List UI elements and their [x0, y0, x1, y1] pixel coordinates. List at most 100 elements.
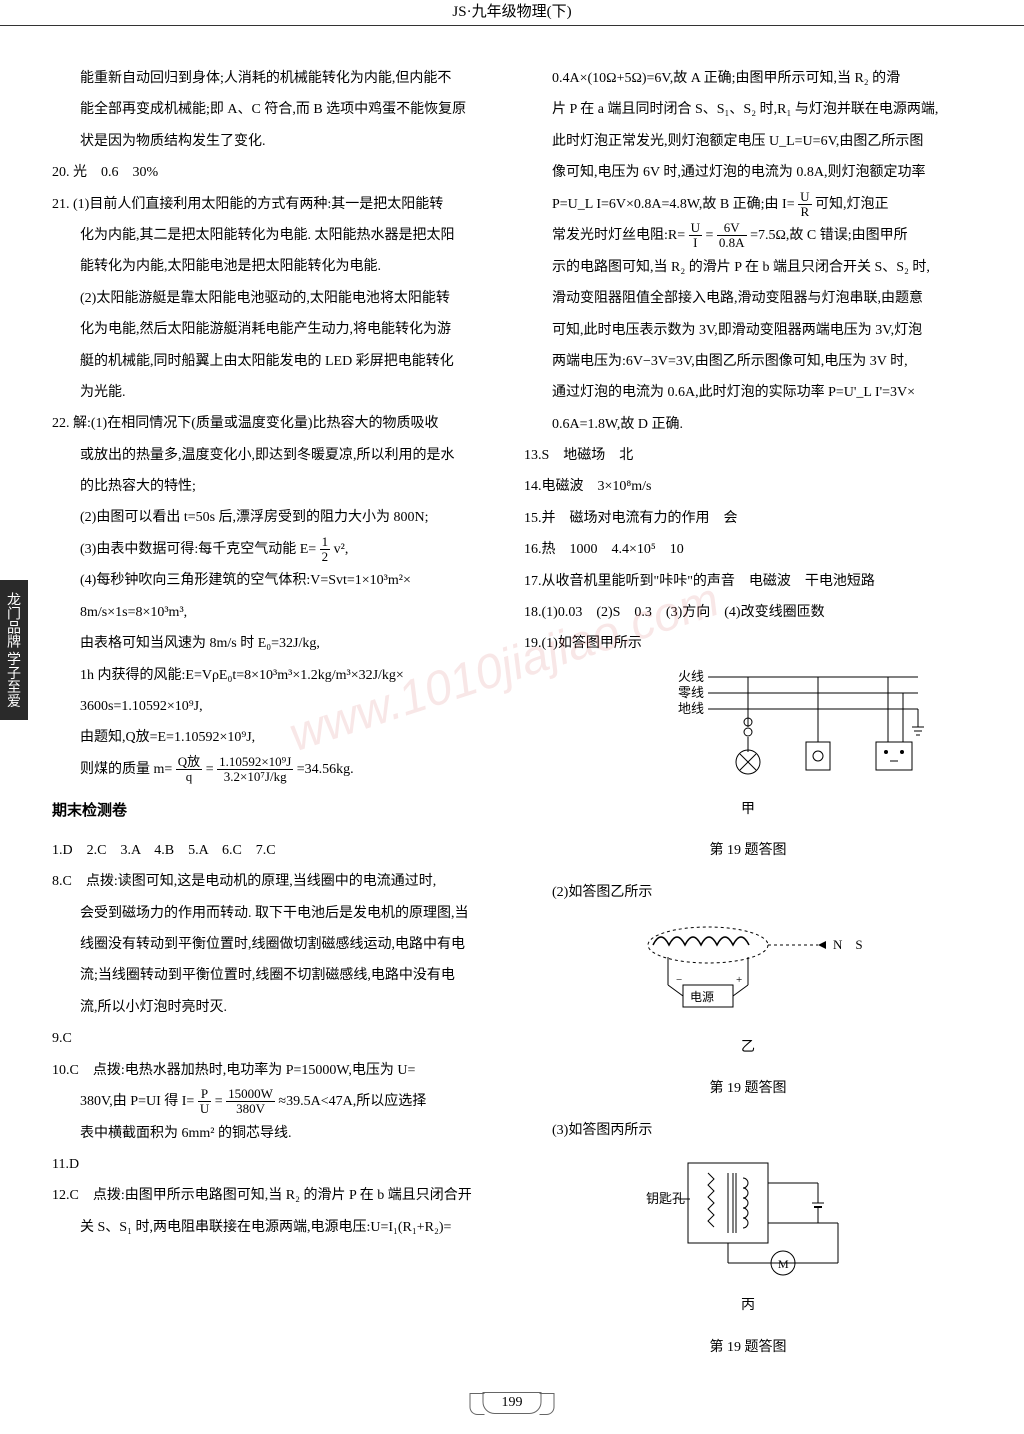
text-line: 片 P 在 a 端且同时闭合 S、S₁、S₂ 时,R₁ 与灯泡并联在电源两端, — [524, 95, 972, 124]
fig-label-jia: 甲 — [524, 795, 972, 824]
answer-17: 17.从收音机里能听到"咔咔"的声音 电磁波 干电池短路 — [524, 567, 972, 596]
text-run: ≈39.5A<47A,所以应选择 — [278, 1094, 426, 1109]
fig-caption-2: 第 19 题答图 — [524, 1074, 972, 1103]
figure-19-jia: 火线 零线 地线 — [568, 667, 928, 787]
text-line: 线圈没有转动到平衡位置时,线圈做切割磁感线运动,电路中有电 — [52, 930, 500, 959]
text-line: 像可知,电压为 6V 时,通过灯泡的电流为 0.8A,则灯泡额定功率 — [524, 158, 972, 187]
text-line: 380V,由 P=UI 得 I= PU = 15000W380V ≈39.5A<… — [52, 1087, 500, 1117]
fig-label-yi: 乙 — [524, 1033, 972, 1062]
right-column: 0.4A×(10Ω+5Ω)=6V,故 A 正确;由图甲所示可知,当 R₂ 的滑 … — [512, 64, 984, 1374]
label-fire: 火线 — [678, 669, 704, 684]
answer-22-4: (4)每秒钟吹向三角形建筑的空气体积:V=Svt=1×10³m²× — [52, 566, 500, 595]
figure-19-bing: 钥匙孔 M — [598, 1153, 898, 1283]
frac-num: 15000W — [226, 1087, 275, 1102]
text-line: 为光能. — [52, 378, 500, 407]
label-power: 电源 — [690, 990, 714, 1004]
text-line: 化为电能,然后太阳能游艇消耗电能产生动力,将电能转化为游 — [52, 315, 500, 344]
text-line: 通过灯泡的电流为 0.6A,此时灯泡的实际功率 P=U'_L I'=3V× — [524, 378, 972, 407]
text-run: P=U_L I=6V×0.8A=4.8W,故 B 正确;由 I= — [552, 197, 795, 212]
label-ns: N S — [833, 937, 863, 952]
answer-22-2: (2)由图可以看出 t=50s 后,漂浮房受到的阻力大小为 800N; — [52, 503, 500, 532]
label-zero: 零线 — [678, 685, 704, 700]
answer-21-1: 21. (1)目前人们直接利用太阳能的方式有两种:其一是把太阳能转 — [52, 190, 500, 219]
text-line: 则煤的质量 m= Q放q = 1.10592×10⁹J3.2×10⁷J/kg =… — [52, 755, 500, 785]
frac-den: U — [198, 1102, 211, 1116]
frac-den: 3.2×10⁷J/kg — [217, 770, 293, 784]
fig-caption-3: 第 19 题答图 — [524, 1333, 972, 1362]
fraction: 15000W380V — [226, 1087, 275, 1117]
fraction: 6V0.8A — [717, 221, 747, 251]
plus-sign: + — [736, 974, 742, 986]
label-ground: 地线 — [678, 701, 704, 716]
text-run: 380V,由 P=UI 得 I= — [80, 1094, 194, 1109]
answer-21-2: (2)太阳能游艇是靠太阳能电池驱动的,太阳能电池将太阳能转 — [52, 284, 500, 313]
frac-num: Q放 — [176, 755, 202, 770]
frac-den: 2 — [320, 550, 331, 564]
text-line: 表中横截面积为 6mm² 的铜芯导线. — [52, 1119, 500, 1148]
frac-num: 1.10592×10⁹J — [217, 755, 293, 770]
text-run: =7.5Ω,故 C 错误;由图甲所 — [750, 228, 908, 243]
text-run: (3)由表中数据可得:每千克空气动能 E= — [80, 542, 316, 557]
answer-8: 8.C 点拨:读图可知,这是电动机的原理,当线圈中的电流通过时, — [52, 867, 500, 896]
frac-den: 0.8A — [717, 236, 747, 250]
side-tab: 龙门品牌 学子至爱 — [0, 580, 28, 720]
fig-caption-1: 第 19 题答图 — [524, 836, 972, 865]
answer-11: 11.D — [52, 1150, 500, 1179]
text-line: 或放出的热量多,温度变化小,即达到冬暖夏凉,所以利用的是水 — [52, 441, 500, 470]
text-line: 两端电压为:6V−3V=3V,由图乙所示图像可知,电压为 3V 时, — [524, 347, 972, 376]
answer-9: 9.C — [52, 1024, 500, 1053]
answer-20: 20. 光 0.6 30% — [52, 158, 500, 187]
frac-den: R — [798, 205, 811, 219]
text-line: 能全部再变成机械能;即 A、C 符合,而 B 选项中鸡蛋不能恢复原 — [52, 95, 500, 124]
answer-19-1: 19.(1)如答图甲所示 — [524, 629, 972, 658]
answer-10: 10.C 点拨:电热水器加热时,电功率为 P=15000W,电压为 U= — [52, 1056, 500, 1085]
text-run: 则煤的质量 m= — [80, 762, 172, 777]
text-line: 由表格可知当风速为 8m/s 时 E₀=32J/kg, — [52, 629, 500, 658]
frac-num: P — [198, 1087, 211, 1102]
fig-label-bing: 丙 — [524, 1291, 972, 1320]
text-line: 艇的机械能,同时船翼上由太阳能发电的 LED 彩屏把电能转化 — [52, 347, 500, 376]
text-line: 流,所以小灯泡时亮时灭. — [52, 993, 500, 1022]
page-header: JS·九年级物理(下) — [0, 0, 1024, 26]
text-line: 的比热容大的特性; — [52, 472, 500, 501]
page-number: 199 — [483, 1392, 542, 1414]
answer-18: 18.(1)0.03 (2)S 0.3 (3)方向 (4)改变线圈匝数 — [524, 598, 972, 627]
text-line: 会受到磁场力的作用而转动. 取下干电池后是发电机的原理图,当 — [52, 899, 500, 928]
fraction: PU — [198, 1087, 211, 1117]
answer-12: 12.C 点拨:由图甲所示电路图可知,当 R₂ 的滑片 P 在 b 端且只闭合开 — [52, 1181, 500, 1210]
text-line: 状是因为物质结构发生了变化. — [52, 127, 500, 156]
fraction: 1.10592×10⁹J3.2×10⁷J/kg — [217, 755, 293, 785]
frac-num: U — [798, 190, 811, 205]
text-line: P=U_L I=6V×0.8A=4.8W,故 B 正确;由 I= UR 可知,灯… — [524, 190, 972, 220]
answer-14: 14.电磁波 3×10⁸m/s — [524, 472, 972, 501]
answer-16: 16.热 1000 4.4×10⁵ 10 — [524, 535, 972, 564]
text-line: 3600s=1.10592×10⁹J, — [52, 692, 500, 721]
frac-num: 6V — [717, 221, 747, 236]
text-line: 1h 内获得的风能:E=VρE₀t=8×10³m³×1.2kg/m³×32J/k… — [52, 661, 500, 690]
text-line: 8m/s×1s=8×10³m³, — [52, 598, 500, 627]
text-line: 能重新自动回归到身体;人消耗的机械能转化为内能,但内能不 — [52, 64, 500, 93]
fraction: Q放q — [176, 755, 202, 785]
text-line: 由题知,Q放=E=1.10592×10⁹J, — [52, 723, 500, 752]
text-run: 常发光时灯丝电阻:R= — [552, 228, 685, 243]
text-line: 0.6A=1.8W,故 D 正确. — [524, 410, 972, 439]
text-line: 示的电路图可知,当 R₂ 的滑片 P 在 b 端且只闭合开关 S、S₂ 时, — [524, 253, 972, 282]
text-line: 流;当线圈转动到平衡位置时,线圈不切割磁感线,电路中没有电 — [52, 961, 500, 990]
minus-sign: − — [676, 974, 682, 986]
text-run: v², — [334, 542, 349, 557]
answer-22-1: 22. 解:(1)在相同情况下(质量或温度变化量)比热容大的物质吸收 — [52, 409, 500, 438]
answer-15: 15.并 磁场对电流有力的作用 会 — [524, 504, 972, 533]
fraction: 12 — [320, 535, 331, 565]
text-line: 滑动变阻器阻值全部接入电路,滑动变阻器与灯泡串联,由题意 — [524, 284, 972, 313]
frac-num: 1 — [320, 535, 331, 550]
answer-13: 13.S 地磁场 北 — [524, 441, 972, 470]
fraction: UI — [689, 221, 702, 251]
frac-den: I — [689, 236, 702, 250]
text-line: 化为内能,其二是把太阳能转化为电能. 太阳能热水器是把太阳 — [52, 221, 500, 250]
answer-19-2: (2)如答图乙所示 — [524, 878, 972, 907]
page-number-text: 199 — [483, 1392, 542, 1414]
frac-num: U — [689, 221, 702, 236]
frac-den: 380V — [226, 1102, 275, 1116]
answers-1-7: 1.D 2.C 3.A 4.B 5.A 6.C 7.C — [52, 836, 500, 865]
label-m: M — [778, 1257, 789, 1271]
